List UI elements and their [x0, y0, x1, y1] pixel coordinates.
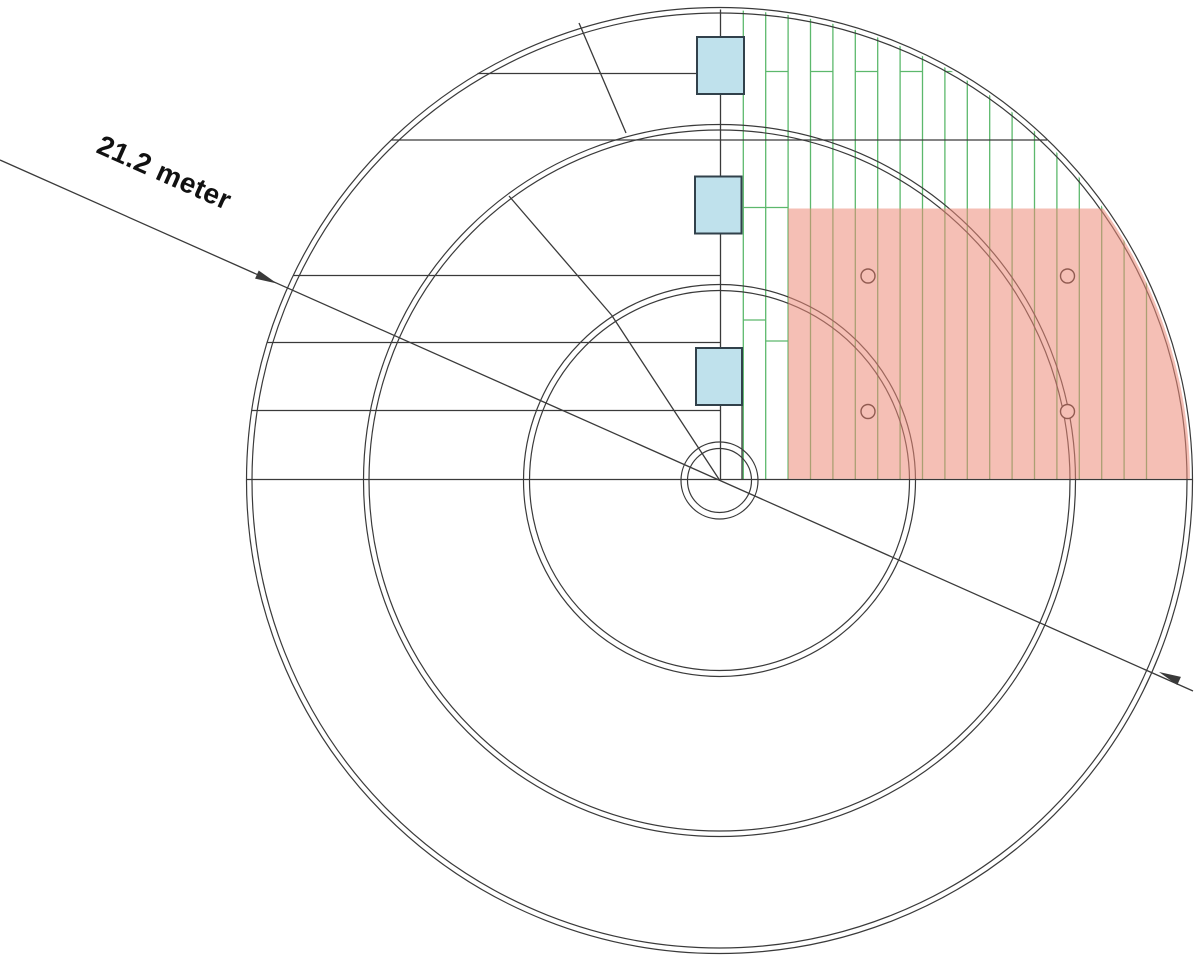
dimension-arrowhead — [1159, 672, 1181, 686]
pink-zone — [788, 208, 1190, 479]
equipment-box — [696, 36, 745, 95]
ramp-line — [610, 314, 721, 481]
hub-ring-outer — [680, 441, 759, 520]
pink-zone-overlay — [788, 208, 1190, 479]
ramp-line — [508, 195, 612, 316]
inner-wall-ring-outer — [522, 283, 917, 678]
outer-wall-ring-inner — [251, 12, 1188, 949]
equipment-box — [695, 347, 743, 406]
dimension-arrowhead — [255, 270, 277, 284]
equipment-box — [694, 175, 743, 235]
structure-lines — [245, 6, 1194, 955]
hub-ring-inner — [686, 447, 753, 514]
outer-wall-ring-outer — [245, 6, 1194, 955]
dimension-line — [0, 159, 1194, 692]
ramp-line — [578, 22, 627, 134]
middle-wall-ring-inner — [368, 129, 1071, 832]
inner-wall-ring-inner — [528, 289, 911, 672]
middle-wall-ring-outer — [362, 123, 1077, 838]
dimension-label: 21.2 meter — [93, 129, 237, 216]
